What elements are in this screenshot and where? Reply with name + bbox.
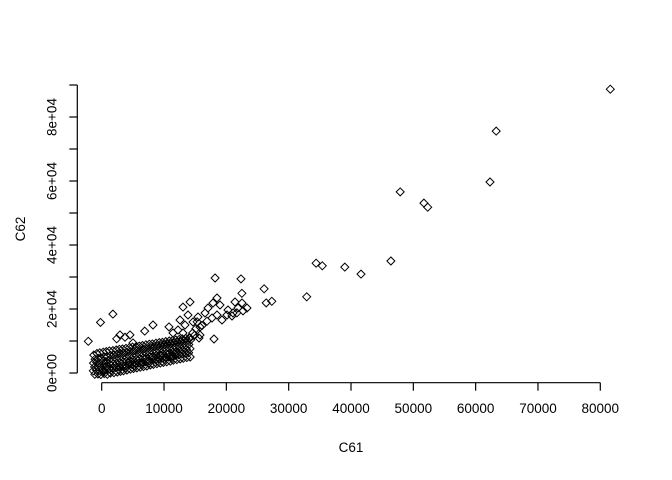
data-point bbox=[129, 361, 139, 371]
x-tick-label: 80000 bbox=[582, 401, 620, 416]
x-tick-label: 20000 bbox=[208, 401, 246, 416]
data-point bbox=[195, 330, 205, 340]
x-tick-label: 30000 bbox=[270, 401, 308, 416]
data-point bbox=[185, 297, 195, 307]
data-point bbox=[311, 258, 321, 268]
data-point bbox=[227, 311, 237, 321]
data-point bbox=[210, 273, 220, 283]
data-point bbox=[175, 315, 185, 325]
x-tick-label: 40000 bbox=[332, 401, 370, 416]
data-point bbox=[237, 288, 247, 299]
data-point bbox=[208, 298, 218, 308]
y-tick-label: 2e+04 bbox=[45, 290, 60, 328]
data-point bbox=[197, 320, 207, 331]
x-tick-label: 10000 bbox=[145, 401, 183, 416]
y-tick-label: 0e+00 bbox=[45, 354, 60, 392]
x-axis-title: C61 bbox=[339, 440, 364, 455]
data-point bbox=[128, 338, 138, 348]
data-point bbox=[185, 352, 195, 362]
data-point bbox=[259, 284, 269, 294]
data-point bbox=[422, 202, 433, 212]
data-point bbox=[152, 356, 162, 366]
x-tick-label: 50000 bbox=[395, 401, 433, 416]
data-point bbox=[212, 310, 222, 320]
data-point bbox=[203, 303, 213, 313]
y-tick-label: 6e+04 bbox=[45, 162, 60, 200]
data-point bbox=[395, 187, 405, 197]
data-point bbox=[108, 309, 118, 319]
data-point bbox=[238, 306, 248, 316]
data-point bbox=[113, 364, 124, 374]
data-point bbox=[164, 322, 174, 332]
data-point bbox=[242, 303, 252, 313]
data-point bbox=[217, 315, 227, 325]
data-point bbox=[139, 326, 150, 336]
data-point bbox=[121, 362, 131, 373]
data-point bbox=[183, 310, 193, 320]
y-axis-title: C62 bbox=[13, 217, 28, 242]
data-point bbox=[194, 333, 204, 343]
data-point bbox=[125, 330, 135, 340]
data-point bbox=[317, 261, 328, 271]
data-point bbox=[184, 339, 194, 350]
data-point bbox=[261, 298, 271, 308]
y-tick-label: 8e+04 bbox=[45, 98, 60, 136]
data-point bbox=[144, 358, 154, 368]
data-point bbox=[340, 262, 350, 272]
x-tick-label: 0 bbox=[98, 401, 106, 416]
data-point bbox=[182, 352, 192, 363]
data-point bbox=[419, 198, 429, 208]
data-point bbox=[215, 300, 225, 310]
data-point bbox=[228, 308, 238, 318]
data-point bbox=[185, 343, 195, 354]
data-point bbox=[485, 177, 495, 187]
data-points-layer bbox=[83, 84, 616, 380]
data-point bbox=[202, 316, 212, 326]
data-point bbox=[188, 317, 198, 327]
data-point bbox=[209, 334, 219, 344]
data-point bbox=[171, 347, 181, 358]
data-point bbox=[148, 320, 158, 330]
data-point bbox=[83, 336, 94, 347]
data-point bbox=[236, 274, 246, 284]
data-point bbox=[356, 269, 366, 279]
data-point bbox=[147, 352, 157, 362]
data-point bbox=[200, 308, 210, 318]
data-point bbox=[230, 297, 240, 307]
data-point bbox=[178, 302, 188, 312]
data-point bbox=[95, 317, 106, 328]
data-point bbox=[189, 330, 200, 340]
data-point bbox=[301, 292, 312, 302]
data-point bbox=[167, 352, 177, 363]
data-point bbox=[212, 293, 222, 303]
data-point bbox=[267, 296, 277, 307]
data-point bbox=[180, 320, 190, 330]
x-tick-label: 60000 bbox=[457, 401, 495, 416]
data-point bbox=[178, 328, 188, 338]
data-point bbox=[173, 325, 183, 335]
data-point bbox=[207, 313, 217, 323]
data-point bbox=[185, 335, 196, 345]
y-tick-label: 4e+04 bbox=[45, 226, 60, 264]
data-point bbox=[168, 328, 178, 338]
data-point bbox=[386, 256, 396, 266]
data-point bbox=[237, 298, 247, 308]
data-point bbox=[605, 84, 616, 94]
data-point bbox=[159, 354, 170, 364]
data-point bbox=[193, 312, 203, 322]
data-point bbox=[491, 126, 501, 136]
x-tick-label: 70000 bbox=[519, 401, 557, 416]
